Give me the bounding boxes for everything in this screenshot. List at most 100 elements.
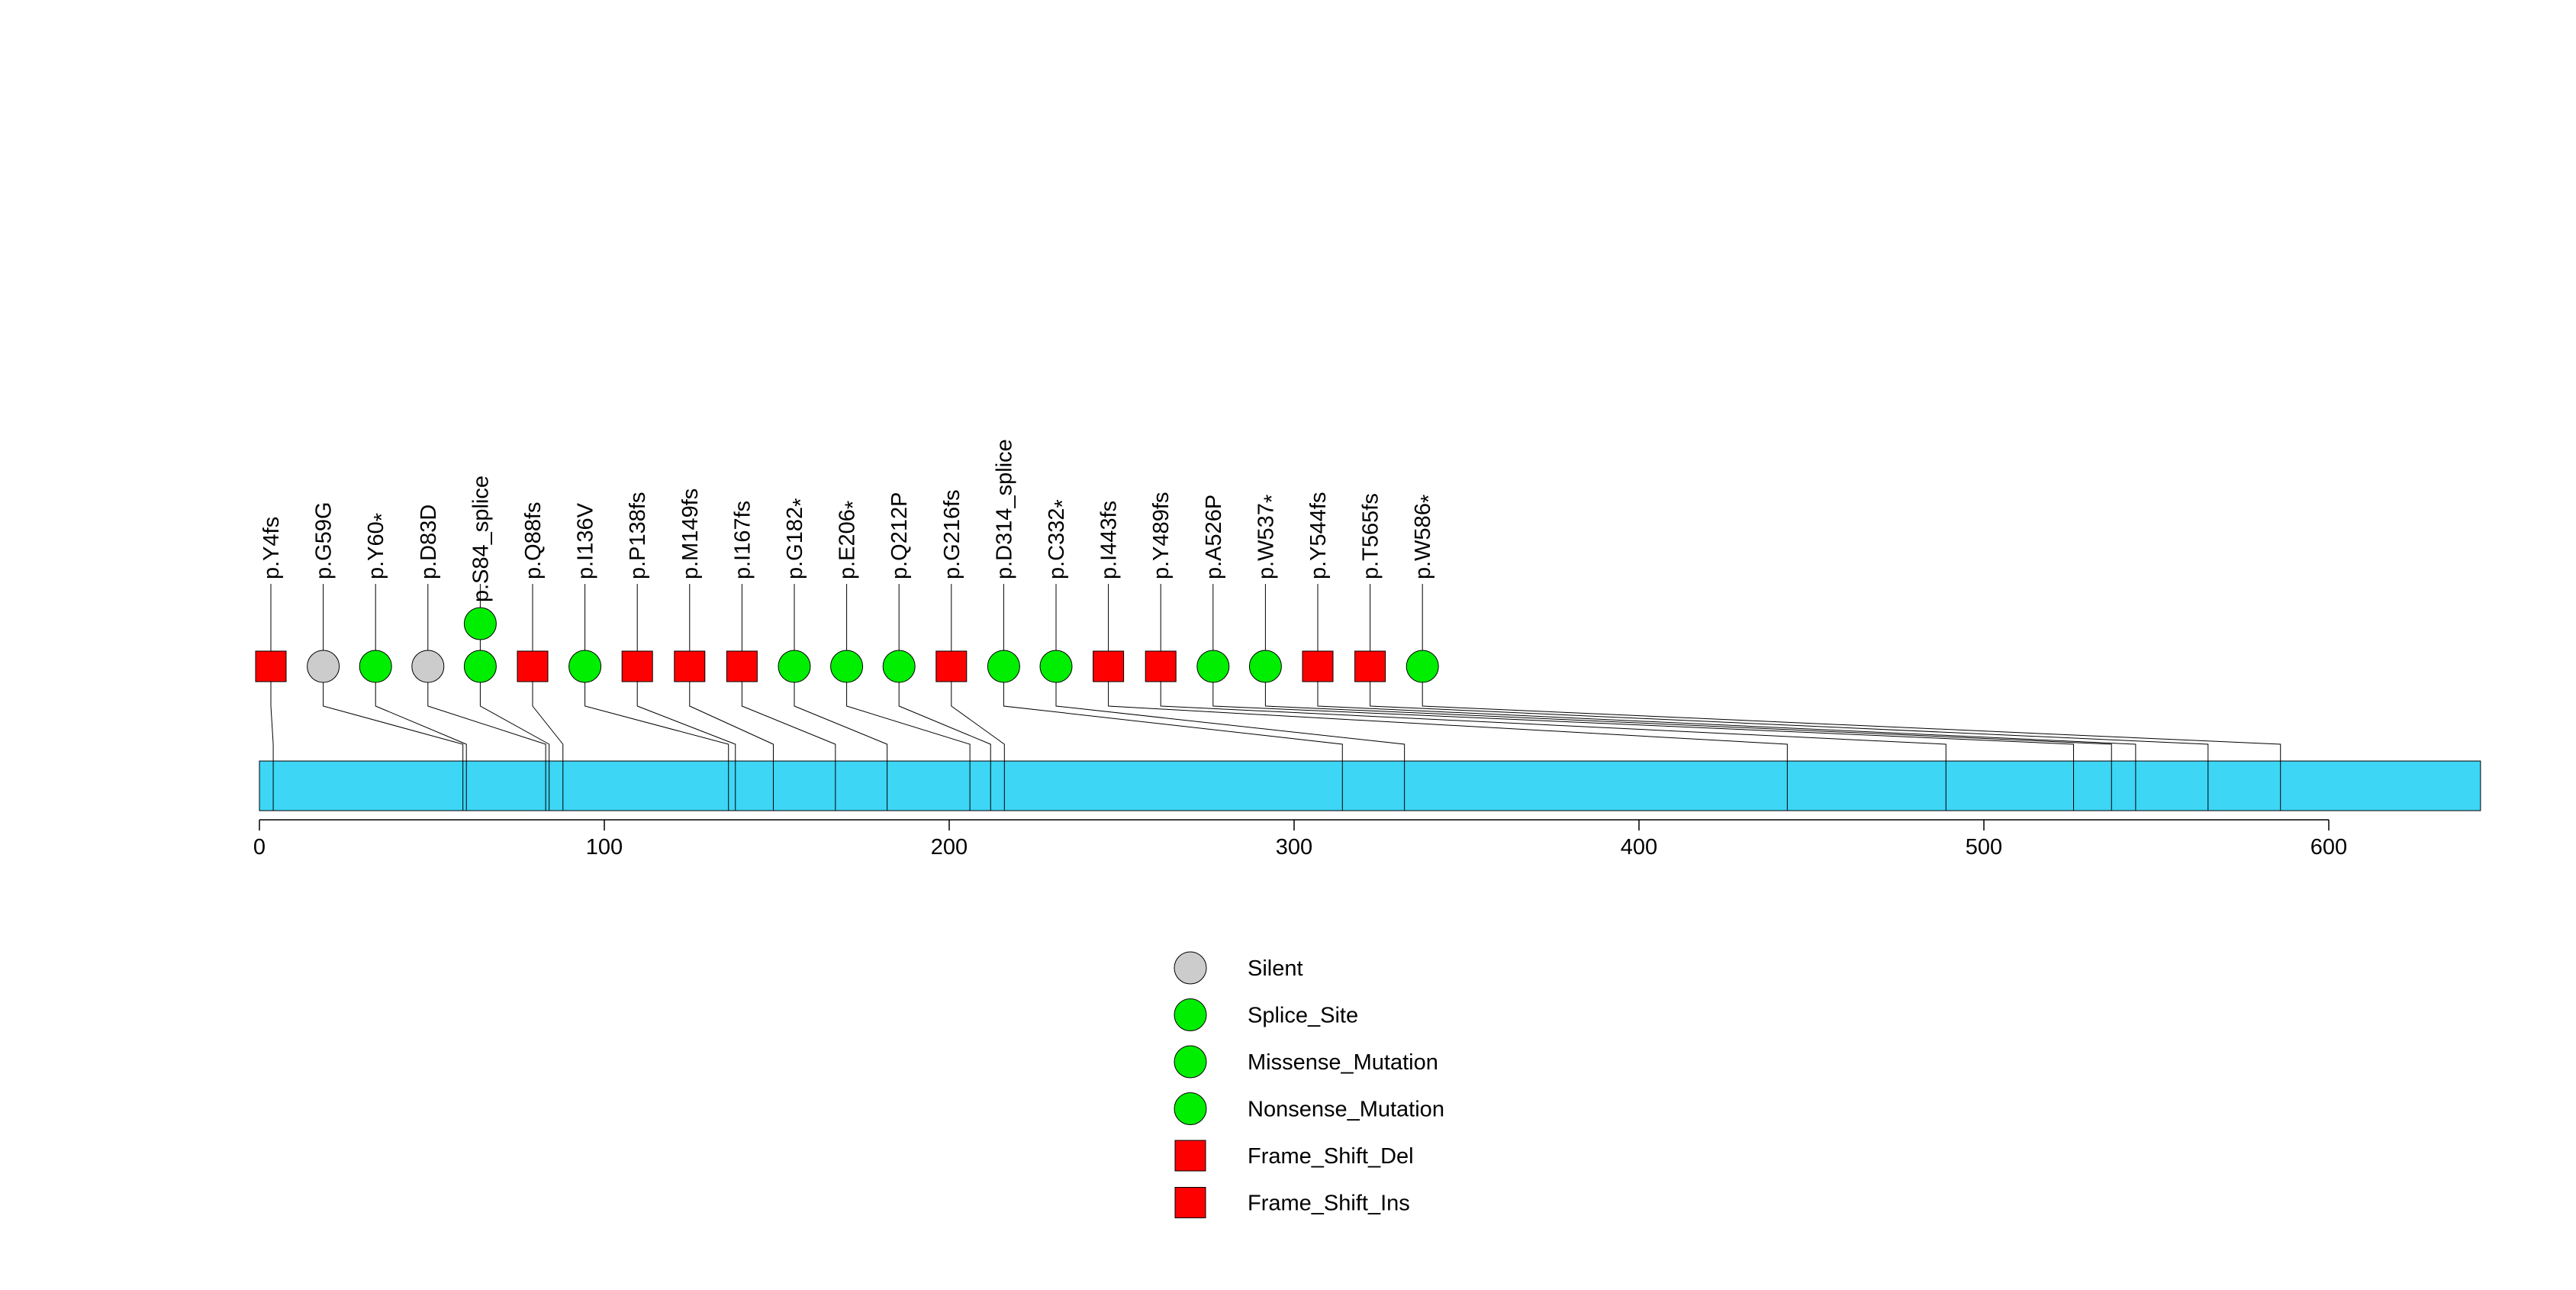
mutation-stem — [741, 584, 836, 761]
mutation-marker-circle — [778, 650, 811, 683]
mutation-stem — [1212, 584, 2075, 761]
nonsense-star: * — [1417, 495, 1441, 503]
legend-label: Splice_Site — [1248, 1004, 1358, 1028]
mutation-label: p.G216fs — [940, 489, 964, 579]
mutation-stem — [689, 584, 774, 761]
legend-label: Nonsense_Mutation — [1248, 1098, 1444, 1122]
mutation-marker-circle — [830, 650, 864, 683]
mutation-label: p.E206* — [836, 501, 866, 579]
mutation-stem — [1055, 584, 1406, 761]
mutation-label: p.S84_splice — [469, 476, 493, 602]
mutation-stem — [375, 584, 467, 761]
mutation-marker-square — [1302, 650, 1334, 682]
mutation-label: p.Y4fs — [259, 517, 284, 579]
mutation-marker-circle — [1196, 650, 1230, 683]
mutation-marker-circle — [987, 650, 1020, 683]
x-tick-label: 0 — [253, 835, 266, 859]
mutation-label: p.Y489fs — [1149, 492, 1174, 579]
protein-bar — [259, 760, 2481, 811]
mutation-label: p.Y544fs — [1306, 492, 1331, 579]
mutation-stem — [532, 584, 564, 761]
mutation-label: p.W537* — [1254, 495, 1284, 579]
legend-swatch-circle — [1174, 951, 1207, 985]
mutation-stem — [584, 584, 729, 761]
mutation-marker-square — [1093, 650, 1125, 682]
mutation-label: p.D314_splice — [992, 439, 1016, 579]
mutation-label: p.A526P — [1202, 495, 1226, 579]
mutation-marker-circle — [1406, 650, 1439, 683]
nonsense-star: * — [1051, 499, 1075, 508]
legend-label: Frame_Shift_Ins — [1248, 1192, 1410, 1216]
mutation-marker-circle — [411, 650, 445, 683]
mutation-marker-square — [935, 650, 968, 682]
mutation-marker-square — [726, 650, 758, 682]
legend-swatch-circle — [1174, 998, 1207, 1031]
mutation-label: p.G59G — [312, 501, 336, 579]
mutation-label-layer: p.Y4fs p.G59G p.Y60* p.D83D p.S84_splice p.Q8… — [259, 439, 1441, 602]
legend-label: Frame_Shift_Del — [1248, 1144, 1414, 1169]
x-axis: 0 100 200 300 400 500 600 — [253, 819, 2347, 859]
mutation-label: p.P138fs — [626, 492, 650, 579]
legend-swatch-square — [1174, 1187, 1206, 1218]
legend: Silent Splice_Site Missense_Mutation Nonsen… — [1174, 951, 1444, 1218]
mutation-stem — [1264, 584, 2112, 761]
marker-layer — [255, 607, 1439, 683]
mutation-label: p.W586* — [1411, 495, 1441, 579]
mutation-label: p.T565fs — [1359, 493, 1383, 579]
stem-layer — [270, 584, 2281, 761]
mutation-stem — [1108, 584, 1788, 761]
mutation-stem — [427, 584, 546, 761]
x-tick-label: 300 — [1276, 835, 1312, 859]
mutation-label: p.C332* — [1045, 499, 1075, 579]
mutation-marker-square — [1354, 650, 1386, 682]
mutation-marker-square — [255, 650, 287, 682]
mutation-marker-square — [674, 650, 706, 682]
mutation-marker-circle — [359, 650, 392, 683]
x-tick-label: 500 — [1966, 835, 2002, 859]
mutation-label: p.I167fs — [730, 501, 755, 579]
mutation-label: p.Q88fs — [521, 501, 546, 579]
mutation-stem — [898, 584, 991, 761]
mutation-marker-circle — [882, 650, 916, 683]
mutation-marker-circle — [463, 650, 497, 683]
mutation-label: p.Y60* — [364, 513, 394, 579]
mutation-stem — [1160, 584, 1946, 761]
legend-label: Silent — [1248, 956, 1303, 981]
mutation-stem — [846, 584, 971, 761]
mutation-marker-circle — [1248, 650, 1282, 683]
x-tick-label: 100 — [586, 835, 623, 859]
legend-swatch-circle — [1174, 1092, 1207, 1125]
mutation-stem — [1422, 584, 2281, 761]
mutation-label: p.D83D — [417, 505, 441, 579]
mutation-marker-circle — [307, 650, 340, 683]
nonsense-star: * — [1260, 495, 1284, 503]
nonsense-star: * — [789, 498, 813, 507]
legend-swatch-circle — [1174, 1045, 1207, 1079]
x-tick-label: 600 — [2310, 835, 2347, 859]
mutation-stem — [794, 584, 888, 761]
mutation-stem — [1003, 584, 1343, 761]
legend-label: Missense_Mutation — [1248, 1050, 1438, 1075]
x-tick-label: 200 — [931, 835, 968, 859]
mutation-label: p.M149fs — [678, 489, 703, 579]
mutation-marker-circle — [568, 650, 602, 683]
x-tick-label: 400 — [1621, 835, 1657, 859]
legend-swatch-square — [1174, 1140, 1206, 1172]
mutation-stem — [323, 584, 464, 761]
mutation-stem — [951, 584, 1005, 761]
mutation-stem — [1317, 584, 2136, 761]
nonsense-star: * — [842, 501, 866, 509]
mutation-label: p.I443fs — [1097, 501, 1122, 579]
mutation-marker-circle — [463, 607, 497, 640]
mutation-marker-square — [1145, 650, 1177, 682]
mutation-label: p.I136V — [574, 502, 598, 579]
mutation-label: p.Q212P — [887, 492, 912, 579]
mutation-stem — [636, 584, 736, 761]
bar-mark-layer — [272, 761, 2281, 811]
mutation-marker-circle — [1039, 650, 1073, 683]
mutation-marker-square — [517, 650, 549, 682]
mutation-stem — [1370, 584, 2209, 761]
mutation-marker-square — [621, 650, 653, 682]
nonsense-star: * — [370, 513, 394, 521]
